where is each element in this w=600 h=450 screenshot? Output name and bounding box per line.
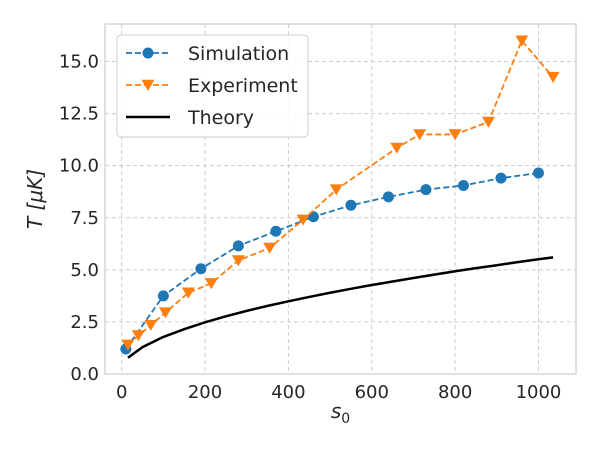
simulation-point [195, 263, 207, 275]
legend-box [116, 34, 309, 138]
series-simulation [120, 167, 544, 355]
y-axis-label: T [μK] [23, 169, 47, 229]
legend-entry-experiment: Experiment [126, 75, 298, 97]
tick-labels: 0 200 400 600 800 1000 0.0 2.5 5.0 7.5 10.0 12.5 15.… [59, 52, 561, 404]
y-tick-label: 10.0 [59, 156, 99, 177]
y-tick-label: 7.5 [70, 208, 99, 229]
experiment-point [515, 35, 529, 47]
experiment-point [448, 129, 462, 141]
x-tick-label: 400 [271, 382, 305, 403]
experiment-point [329, 184, 343, 196]
legend-entry-simulation: Simulation [126, 43, 289, 65]
experiment-point [546, 71, 560, 83]
plot-frame [104, 23, 577, 375]
experiment-point [144, 319, 158, 331]
x-tick-label: 0 [116, 382, 127, 403]
legend-label-experiment: Experiment [188, 75, 298, 97]
experiment-point [131, 330, 145, 342]
legend-entry-theory: Theory [126, 107, 254, 129]
theory-line [127, 256, 554, 359]
series-experiment [121, 35, 560, 351]
simulation-point [532, 167, 544, 179]
experiment-line [127, 38, 554, 346]
simulation-point [232, 240, 244, 252]
experiment-point [263, 242, 277, 254]
legend-label-theory: Theory [187, 107, 254, 129]
series-theory [127, 256, 554, 359]
experiment-point [121, 339, 135, 351]
series-layer [120, 35, 560, 359]
legend-marker-simulation [142, 47, 154, 59]
simulation-point [420, 184, 432, 196]
simulation-point [345, 199, 357, 211]
y-tick-label: 2.5 [70, 312, 99, 333]
legend-label-simulation: Simulation [188, 43, 289, 65]
experiment-point [390, 142, 404, 154]
y-tick-label: 15.0 [59, 52, 99, 73]
simulation-point [270, 225, 282, 237]
x-axis-label-main: s [331, 399, 341, 423]
experiment-point [296, 214, 310, 226]
experiment-point [413, 129, 427, 141]
simulation-line [125, 172, 539, 350]
y-tick-label: 5.0 [70, 260, 99, 281]
simulation-point [157, 290, 169, 302]
y-tick-label: 12.5 [59, 104, 99, 125]
x-tick-label: 200 [188, 382, 222, 403]
experiment-point [158, 307, 172, 319]
x-axis-label-subscript: 0 [341, 411, 350, 427]
legend: Simulation Experiment Theory [116, 34, 309, 138]
x-tick-label: 800 [438, 382, 472, 403]
experiment-point [231, 255, 245, 267]
x-axis-label: s0 [331, 399, 350, 427]
simulation-point [457, 179, 469, 191]
experiment-point [204, 278, 218, 290]
simulation-point [495, 172, 507, 184]
legend-marker-experiment [141, 79, 155, 91]
x-tick-label: 600 [355, 382, 389, 403]
simulation-point [382, 191, 394, 203]
y-tick-label: 0.0 [70, 364, 99, 385]
experiment-point [181, 287, 195, 299]
experiment-point [481, 116, 495, 128]
x-tick-label: 1000 [516, 382, 562, 403]
